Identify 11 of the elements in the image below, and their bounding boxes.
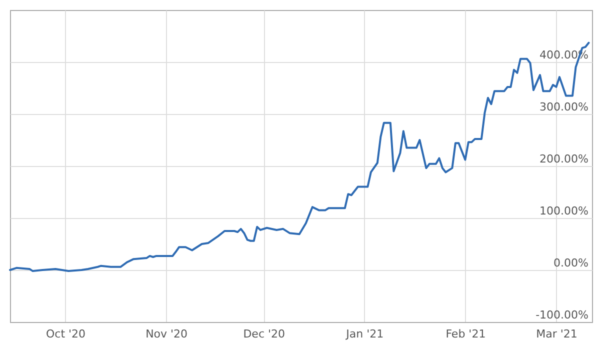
x-tick-label: Oct '20 xyxy=(46,328,86,340)
x-tick-label: Mar '21 xyxy=(536,328,578,340)
y-tick-label: -100.00% xyxy=(536,308,588,322)
x-tick-label: Nov '20 xyxy=(146,328,188,340)
y-tick-label: 100.00% xyxy=(540,204,588,218)
x-tick-label: Jan '21 xyxy=(345,328,384,340)
x-tick-label: Feb '21 xyxy=(446,328,486,340)
y-tick-label: 300.00% xyxy=(540,100,588,114)
x-tick-label: Dec '20 xyxy=(243,328,286,340)
y-tick-label: 0.00% xyxy=(554,256,588,270)
y-tick-label: 200.00% xyxy=(540,152,588,166)
